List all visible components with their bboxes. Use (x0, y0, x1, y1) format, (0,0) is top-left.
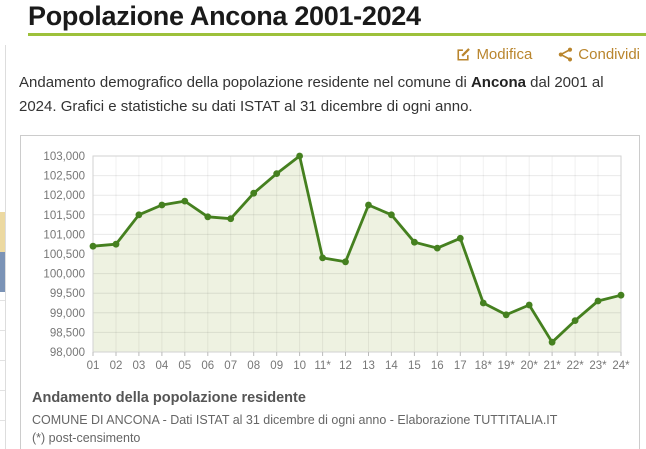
actions-bar: Modifica Condividi (456, 46, 640, 63)
svg-text:102,500: 102,500 (43, 171, 85, 183)
population-area-chart: 01 02 03 04 05 06 07 08 09 10 11* 12 13 14 15 16 17 18* 19… (43, 151, 630, 372)
chart-source-line: COMUNE DI ANCONA - Dati ISTAT al 31 dice… (32, 413, 558, 427)
svg-text:05: 05 (178, 360, 191, 372)
svg-text:14: 14 (385, 360, 398, 372)
svg-text:12: 12 (339, 360, 352, 372)
svg-text:01: 01 (87, 360, 100, 372)
left-strip-cream-block (0, 212, 5, 252)
svg-text:16: 16 (431, 360, 444, 372)
svg-text:20*: 20* (521, 360, 539, 372)
share-nodes-icon (558, 47, 573, 62)
svg-text:99,500: 99,500 (50, 288, 85, 300)
left-strip-blue-block (0, 252, 5, 292)
page-title: Popolazione Ancona 2001-2024 (28, 1, 421, 31)
svg-text:06: 06 (201, 360, 214, 372)
svg-text:100,500: 100,500 (43, 249, 85, 261)
edit-link[interactable]: Modifica (456, 46, 532, 63)
pencil-square-icon (456, 47, 471, 62)
svg-text:03: 03 (133, 360, 146, 372)
svg-text:98,500: 98,500 (50, 327, 85, 339)
intro-text: Andamento demografico della popolazione … (19, 71, 635, 119)
left-strip-line (0, 300, 5, 301)
chart-caption: Andamento della popolazione residente CO… (32, 390, 639, 447)
svg-text:18*: 18* (475, 360, 493, 372)
chart-footnote: (*) post-censimento (32, 431, 141, 445)
svg-text:07: 07 (224, 360, 237, 372)
population-chart-card: 01 02 03 04 05 06 07 08 09 10 11* 12 13 14 15 16 17 18* 19… (20, 135, 640, 449)
svg-text:98,000: 98,000 (50, 347, 85, 359)
chart-caption-title: Andamento della popolazione residente (32, 390, 306, 406)
svg-text:11*: 11* (314, 360, 331, 372)
share-link-label: Condividi (578, 46, 640, 63)
svg-text:23*: 23* (589, 360, 607, 372)
svg-text:99,000: 99,000 (50, 308, 85, 320)
svg-text:04: 04 (156, 360, 169, 372)
left-strip-line (0, 390, 5, 391)
left-strip-line (0, 420, 5, 421)
svg-text:08: 08 (247, 360, 260, 372)
svg-text:103,000: 103,000 (43, 151, 85, 163)
svg-text:13: 13 (362, 360, 375, 372)
intro-before: Andamento demografico della popolazione … (19, 74, 471, 91)
svg-text:09: 09 (270, 360, 283, 372)
left-strip-line (0, 330, 5, 331)
svg-text:10: 10 (293, 360, 306, 372)
title-underline (28, 33, 646, 36)
left-edge-artifact (0, 45, 6, 449)
svg-text:101,000: 101,000 (43, 229, 85, 241)
intro-highlight: Ancona (470, 74, 526, 91)
svg-text:102,000: 102,000 (43, 190, 85, 202)
share-link[interactable]: Condividi (558, 46, 640, 63)
svg-text:101,500: 101,500 (43, 210, 85, 222)
svg-text:100,000: 100,000 (43, 269, 85, 281)
svg-text:22*: 22* (566, 360, 584, 372)
svg-text:19*: 19* (498, 360, 516, 372)
intro-after: dal 2001 al 2024. Grafici e statistiche … (19, 74, 604, 115)
edit-link-label: Modifica (476, 46, 533, 63)
svg-text:15: 15 (408, 360, 421, 372)
svg-text:24*: 24* (612, 360, 630, 372)
left-strip-line (0, 360, 5, 361)
svg-text:02: 02 (110, 360, 123, 372)
svg-text:17: 17 (454, 360, 467, 372)
svg-text:21*: 21* (543, 360, 561, 372)
